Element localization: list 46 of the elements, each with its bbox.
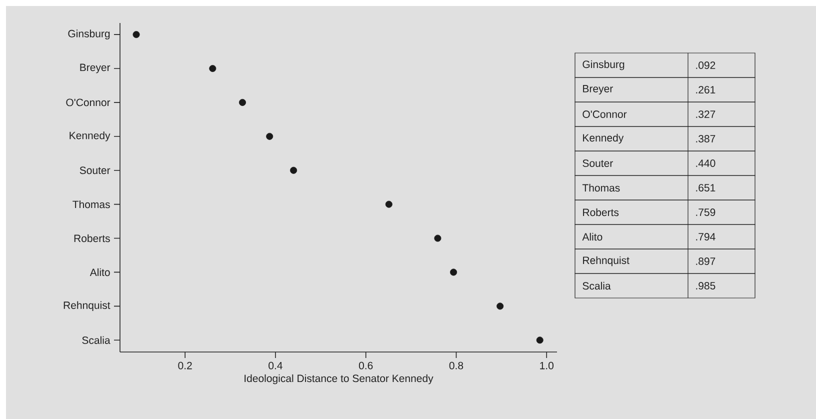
text: Roberts bbox=[583, 208, 619, 216]
y-tick-label: Ginsburg bbox=[68, 30, 110, 40]
x-tick-label: 1.0 bbox=[540, 362, 554, 370]
text: Ginsburg bbox=[582, 60, 624, 70]
point bbox=[434, 234, 442, 242]
x-tick-label: 0.8 bbox=[449, 362, 464, 370]
text: .897 bbox=[696, 258, 716, 265]
y-tick-label: Alito bbox=[90, 268, 110, 276]
text: Alito bbox=[582, 232, 602, 241]
text: .261 bbox=[696, 86, 716, 94]
text: Thomas bbox=[582, 184, 620, 192]
text: .651 bbox=[696, 184, 716, 192]
point bbox=[450, 268, 458, 276]
y-tick-label: Scalia bbox=[82, 336, 110, 344]
text: Souter bbox=[582, 160, 613, 167]
x-tick-label: 0.2 bbox=[178, 362, 192, 370]
point bbox=[290, 166, 298, 174]
text: .440 bbox=[696, 160, 716, 167]
point bbox=[496, 302, 504, 310]
point bbox=[536, 336, 544, 344]
point bbox=[238, 98, 246, 106]
y-tick-label: Breyer bbox=[80, 64, 110, 74]
point bbox=[132, 31, 140, 38]
text: Breyer bbox=[583, 85, 613, 94]
text: Rehnquist bbox=[583, 256, 630, 266]
text: .759 bbox=[696, 208, 716, 216]
y-tick-label: Kennedy bbox=[70, 132, 110, 142]
text: Scalia bbox=[582, 282, 611, 290]
text: .327 bbox=[696, 110, 716, 118]
text: O'Connor bbox=[582, 110, 627, 118]
text: Kennedy bbox=[583, 134, 624, 144]
y-tick-label: Roberts bbox=[74, 234, 110, 242]
y-tick-label: Thomas bbox=[72, 200, 110, 208]
y-tick-label: Souter bbox=[80, 166, 110, 174]
x-tick-label: 0.4 bbox=[268, 362, 282, 370]
x-axis-title: Ideological Distance to Senator Kennedy bbox=[244, 374, 434, 384]
x-tick-label: 0.6 bbox=[358, 362, 373, 370]
point bbox=[385, 200, 392, 208]
text: .794 bbox=[696, 233, 716, 240]
y-tick-label: Rehnquist bbox=[64, 301, 110, 312]
point bbox=[209, 64, 216, 72]
y-tick-label: O'Connor bbox=[66, 98, 110, 106]
point bbox=[266, 132, 274, 140]
text: .985 bbox=[696, 282, 716, 290]
text: .092 bbox=[696, 62, 716, 69]
text: .387 bbox=[696, 135, 716, 142]
